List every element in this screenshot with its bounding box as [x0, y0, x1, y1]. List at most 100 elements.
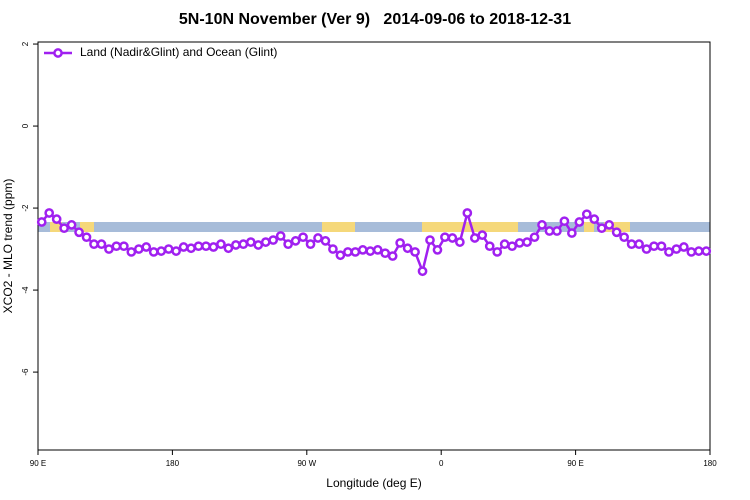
- data-point: [626, 239, 637, 250]
- data-point: [133, 244, 144, 254]
- data-point: [477, 230, 488, 240]
- data-point: [81, 232, 92, 243]
- data-point: [231, 240, 241, 250]
- x-tick-label: 90 W: [297, 459, 316, 468]
- data-point: [268, 235, 279, 245]
- x-tick-label: 180: [166, 459, 180, 468]
- data-point: [343, 247, 353, 257]
- x-tick-label: 180: [703, 459, 717, 468]
- data-point: [552, 226, 562, 236]
- data-point: [275, 231, 286, 241]
- data-point: [260, 237, 271, 247]
- data-point: [432, 245, 443, 255]
- data-point: [283, 239, 293, 250]
- legend-marker: [53, 48, 63, 58]
- land-band: [80, 222, 94, 232]
- data-point: [59, 223, 69, 234]
- data-point: [402, 243, 413, 254]
- data-point: [499, 239, 510, 250]
- data-point: [649, 241, 659, 252]
- data-point: [462, 208, 473, 218]
- y-tick-label: 0: [21, 123, 30, 128]
- data-point: [119, 241, 129, 252]
- data-point: [469, 233, 480, 243]
- data-point: [126, 247, 137, 257]
- data-point: [380, 248, 391, 259]
- data-point: [298, 232, 308, 243]
- data-point: [679, 242, 689, 252]
- data-point: [96, 239, 107, 250]
- land-band: [422, 222, 518, 232]
- data-point: [537, 220, 547, 230]
- data-point: [581, 209, 592, 220]
- data-point: [701, 246, 712, 256]
- data-point: [641, 244, 652, 254]
- data-point: [604, 220, 615, 230]
- data-point: [507, 241, 517, 252]
- y-axis-label: XCO2 - MLO trend (ppm): [1, 179, 15, 314]
- plot-frame: [37, 41, 711, 451]
- data-point: [148, 247, 159, 257]
- data-point: [514, 238, 525, 248]
- data-point: [290, 236, 301, 246]
- data-point: [201, 241, 211, 252]
- land-band: [604, 222, 630, 232]
- data-point: [51, 214, 62, 224]
- data-point: [141, 242, 152, 252]
- data-point: [492, 247, 503, 257]
- data-point: [313, 233, 323, 243]
- data-point: [686, 247, 697, 257]
- chart-title: 5N-10N November (Ver 9) 2014-09-06 to 20…: [179, 11, 571, 28]
- data-point: [66, 220, 77, 230]
- data-point: [447, 233, 458, 243]
- legend-label: Land (Nadir&Glint) and Ocean (Glint): [80, 45, 277, 59]
- data-point: [395, 238, 405, 248]
- data-point: [253, 240, 264, 250]
- data-point: [596, 223, 607, 234]
- data-point: [89, 239, 99, 250]
- data-point: [529, 232, 540, 243]
- data-point: [656, 241, 667, 252]
- x-tick-label: 0: [439, 459, 444, 468]
- land-band: [322, 222, 355, 232]
- data-point: [387, 251, 398, 261]
- data-point: [522, 237, 532, 247]
- data-point: [664, 247, 674, 257]
- data-point: [74, 227, 84, 238]
- data-point: [671, 244, 682, 254]
- data-point: [559, 216, 570, 227]
- data-point: [156, 246, 167, 256]
- data-point: [223, 243, 234, 254]
- data-point: [619, 232, 629, 243]
- data-point: [245, 237, 256, 247]
- data-point: [455, 237, 465, 247]
- data-point: [178, 242, 189, 252]
- data-point: [44, 208, 55, 218]
- land-ocean-band: [38, 222, 710, 232]
- data-point: [372, 245, 383, 255]
- data-point: [365, 246, 376, 256]
- data-point: [634, 239, 644, 250]
- data-point: [186, 243, 196, 254]
- x-axis-label: Longitude (deg E): [326, 476, 421, 490]
- data-point: [335, 250, 346, 261]
- data-point: [567, 228, 577, 238]
- data-point: [357, 245, 368, 255]
- data-point: [208, 242, 219, 252]
- x-tick-label: 90 E: [30, 459, 46, 468]
- data-point: [238, 239, 249, 250]
- data-point: [320, 236, 331, 246]
- data-point: [440, 232, 450, 243]
- data-point: [484, 241, 495, 252]
- x-tick-label: 90 E: [567, 459, 583, 468]
- data-point: [328, 244, 338, 254]
- data-point: [574, 217, 585, 227]
- data-point: [544, 226, 555, 236]
- data-point: [305, 239, 316, 250]
- data-point: [104, 244, 114, 254]
- data-point: [693, 246, 704, 256]
- data-point: [111, 241, 122, 252]
- data-point: [589, 214, 600, 224]
- data-point: [36, 217, 47, 227]
